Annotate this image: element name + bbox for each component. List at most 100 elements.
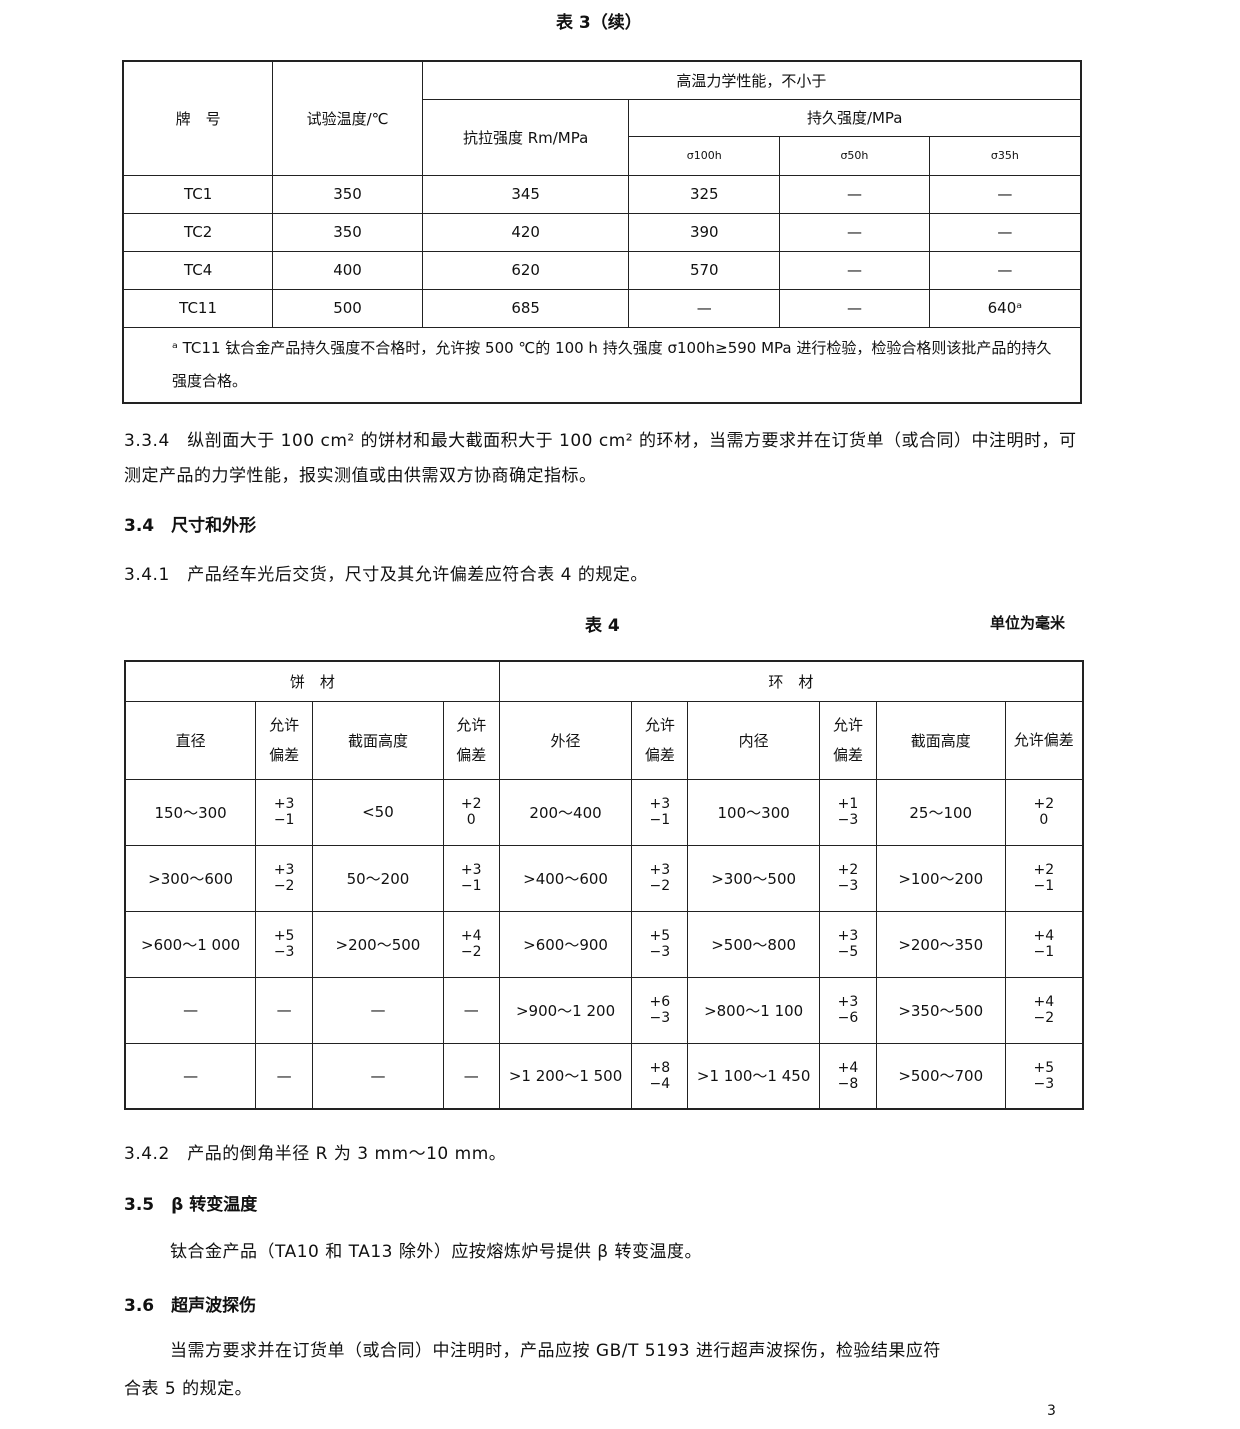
tolerance-value: +4 −8: [838, 1060, 859, 1092]
table3-footnote: ᵃ TC11 钛合金产品持久强度不合格时，允许按 500 ℃的 100 h 持久…: [122, 326, 1082, 403]
table-cell: 100～300: [687, 778, 820, 846]
column-header: 截面高度: [875, 700, 1006, 780]
lower-deviation: −1: [460, 878, 482, 894]
table-cell: >600～900: [498, 910, 633, 978]
lower-deviation: −3: [1033, 1075, 1055, 1092]
table-cell: —: [255, 976, 314, 1044]
lower-deviation: −3: [837, 878, 859, 894]
tolerance-value: +3 −6: [838, 994, 859, 1026]
table-cell: —: [779, 174, 930, 214]
lower-deviation: −1: [1033, 878, 1055, 894]
header-group: 高温力学性能，不小于: [421, 60, 1082, 100]
paragraph-3-6-line2: 合表 5 的规定。: [124, 1379, 253, 1399]
table-cell: >500～800: [687, 910, 820, 978]
header-disc: 饼 材: [124, 660, 500, 702]
upper-deviation: +3: [273, 796, 295, 812]
table-cell: 685: [421, 288, 630, 328]
table-cell: —: [779, 212, 930, 252]
table-3: 牌 号 试验温度/℃ 高温力学性能，不小于 抗拉强度 Rm/MPa 持久强度/M…: [122, 60, 1082, 404]
table-row: >600～1 000 +5 −3 >200～500 +4 −2 >600～900 +5 −3 >5…: [124, 910, 1084, 978]
upper-deviation: +3: [460, 862, 482, 878]
table-cell: >300～500: [687, 844, 820, 912]
upper-deviation: +5: [649, 928, 671, 944]
upper-deviation: +2: [1033, 796, 1055, 812]
table-cell: >600～1 000: [124, 910, 257, 978]
table3-caption: 表 3（续）: [556, 13, 642, 33]
table-cell: 500: [272, 288, 423, 328]
table4-unit: 单位为毫米: [990, 614, 1066, 632]
table-cell: —: [442, 976, 500, 1044]
lower-deviation: −8: [837, 1075, 859, 1092]
tolerance-cell: +5 −3: [255, 910, 314, 978]
table-row: — — — — >900～1 200 +6 −3 >800～1 100 +3 −6 >350～500…: [124, 976, 1084, 1044]
table-cell: >1 200～1 500: [498, 1042, 633, 1110]
table-cell: 325: [628, 174, 781, 214]
tolerance-value: +5 −3: [274, 928, 295, 960]
lower-deviation: −3: [273, 944, 295, 960]
lower-deviation: −1: [273, 812, 295, 828]
upper-deviation: +8: [649, 1059, 671, 1076]
table-cell: TC1: [122, 174, 274, 214]
tolerance-value: +1 −3: [838, 796, 859, 828]
upper-deviation: +5: [1033, 1059, 1055, 1076]
header-tensile: 抗拉强度 Rm/MPa: [421, 98, 630, 176]
tolerance-value: +3 −1: [650, 796, 671, 828]
paragraph-3-3-4: 3.3.4 纵剖面大于 100 cm² 的饼材和最大截面积大于 100 cm² …: [124, 431, 1077, 486]
tolerance-value: +2 −3: [838, 862, 859, 894]
table-cell: 420: [421, 212, 630, 252]
header-s100: σ100h: [628, 135, 781, 176]
table-cell: —: [928, 250, 1082, 290]
table-cell: 200～400: [498, 778, 633, 846]
table-cell: 150～300: [124, 778, 257, 846]
tolerance-value: +4 −1: [1033, 928, 1054, 960]
table-row: TC4 400 620 570— —: [122, 250, 1082, 290]
table-cell: —: [124, 1042, 257, 1110]
tolerance-cell: +3 −5: [819, 910, 877, 978]
section-3-5-heading: 3.5 β 转变温度: [124, 1195, 258, 1215]
table-row: >300～600 +3 −2 50～200 +3 −1 >400～600 +3 −2 >300～5…: [124, 844, 1084, 912]
tolerance-cell: +4 −2: [1004, 976, 1084, 1044]
upper-deviation: +6: [649, 994, 671, 1010]
tolerance-value: +3 −5: [838, 928, 859, 960]
table-cell: 350: [272, 174, 423, 214]
table-cell: 350: [272, 212, 423, 252]
table-row: TC1 350 345 325— —: [122, 174, 1082, 214]
upper-deviation: +2: [1033, 862, 1055, 878]
column-header: 直径: [124, 700, 257, 780]
table-cell: 620: [421, 250, 630, 290]
table-cell: 400: [272, 250, 423, 290]
tolerance-value: +6 −3: [650, 994, 671, 1026]
tolerance-cell: +2 −3: [819, 844, 877, 912]
table-row: — — — — >1 200～1 500 +8 −4 >1 100～1 450 +4 −8 >500…: [124, 1042, 1084, 1110]
lower-deviation: −3: [649, 944, 671, 960]
column-header: 允许偏差: [631, 700, 689, 780]
lower-deviation: −3: [649, 1010, 671, 1026]
table-cell: TC2: [122, 212, 274, 252]
paragraph-3-6-line1: 当需方要求并在订货单（或合同）中注明时，产品应按 GB/T 5193 进行超声波…: [170, 1341, 941, 1361]
table-cell: —: [628, 288, 781, 328]
lower-deviation: −2: [649, 878, 671, 894]
table-row: TC11 500 685— —640ᵃ: [122, 288, 1082, 328]
tolerance-cell: +2 −1: [1004, 844, 1084, 912]
table-cell: >200～350: [875, 910, 1006, 978]
upper-deviation: +3: [649, 796, 671, 812]
table-cell: —: [312, 1042, 444, 1110]
table-cell: —: [928, 212, 1082, 252]
table-cell: 25～100: [875, 778, 1006, 846]
upper-deviation: +4: [460, 928, 482, 944]
upper-deviation: +3: [649, 862, 671, 878]
table-cell: 570: [628, 250, 781, 290]
table-cell: —: [779, 288, 930, 328]
upper-deviation: +2: [460, 796, 482, 812]
table-cell: 640ᵃ: [928, 288, 1082, 328]
tolerance-value: +2 0: [461, 796, 482, 828]
upper-deviation: +5: [273, 928, 295, 944]
column-header: 外径: [498, 700, 633, 780]
tolerance-cell: +3 −6: [819, 976, 877, 1044]
upper-deviation: +1: [837, 796, 859, 812]
lower-deviation: −6: [837, 1010, 859, 1026]
table-cell: —: [928, 174, 1082, 214]
tolerance-value: +5 −3: [650, 928, 671, 960]
upper-deviation: +4: [1033, 994, 1055, 1010]
tolerance-value: +4 −2: [461, 928, 482, 960]
